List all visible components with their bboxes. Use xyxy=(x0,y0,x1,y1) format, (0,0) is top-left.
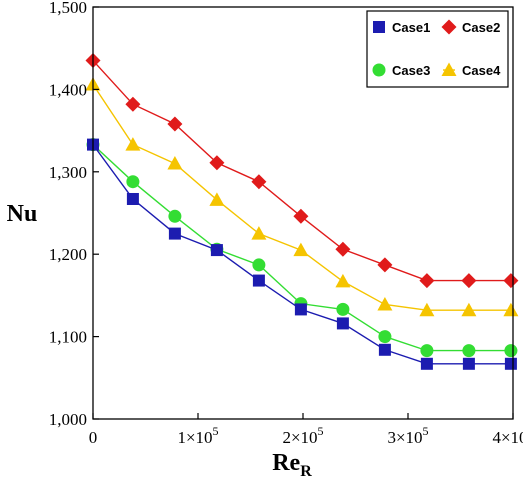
data-point-diamond xyxy=(377,257,393,273)
data-point-diamond xyxy=(503,273,519,289)
legend-marker-triangle xyxy=(441,62,457,76)
data-point-diamond xyxy=(461,273,477,289)
data-point-triangle xyxy=(209,192,225,206)
x-tick-label: 3×105 xyxy=(387,424,428,447)
data-point-triangle xyxy=(125,137,141,151)
series-case4 xyxy=(85,76,519,317)
y-tick-label: 1,200 xyxy=(49,245,87,264)
legend-label: Case1 xyxy=(392,20,430,35)
data-point-circle xyxy=(126,175,140,189)
legend-label: Case4 xyxy=(462,63,501,78)
data-point-triangle xyxy=(293,242,309,257)
y-tick-label: 1,300 xyxy=(49,163,87,182)
legend-box xyxy=(366,10,509,88)
x-tick-label-base: 3×10 xyxy=(387,428,422,447)
x-tick-label: 4×105 xyxy=(492,424,523,447)
legend-marker-circle xyxy=(372,63,386,77)
x-tick-label-exponent: 5 xyxy=(213,424,219,438)
data-point-triangle xyxy=(461,302,477,317)
data-point-square xyxy=(462,357,475,370)
data-point-square xyxy=(252,274,265,287)
data-point-circle xyxy=(336,302,350,316)
y-tick-label: 1,500 xyxy=(49,0,87,17)
y-tick-label: 1,000 xyxy=(49,410,87,429)
data-point-diamond xyxy=(419,273,435,289)
legend-label: Case3 xyxy=(392,63,430,78)
legend-marker-square xyxy=(373,21,385,33)
y-tick-label: 1,400 xyxy=(49,80,87,99)
x-axis-title-subscript: R xyxy=(300,463,312,480)
data-point-diamond xyxy=(167,116,183,132)
x-tick-label: 0 xyxy=(89,428,98,447)
data-point-diamond xyxy=(251,174,267,190)
x-tick-label: 2×105 xyxy=(282,424,323,447)
data-point-triangle xyxy=(251,226,267,240)
x-tick-label-base: 1×10 xyxy=(177,428,212,447)
x-axis-title: ReR xyxy=(272,450,312,480)
legend-item-case1: Case1 xyxy=(373,20,430,35)
series-case1 xyxy=(87,138,517,370)
x-axis-title-main: Re xyxy=(272,450,300,476)
data-point-diamond xyxy=(293,208,309,224)
data-point-diamond xyxy=(335,241,351,257)
data-point-circle xyxy=(462,344,476,358)
data-point-square xyxy=(420,357,433,370)
x-tick-label-base: 0 xyxy=(89,428,98,447)
data-point-square xyxy=(168,227,181,240)
legend: Case1 Case2 Case3 Case4 xyxy=(366,10,509,88)
data-point-square xyxy=(336,317,349,330)
data-point-triangle xyxy=(377,296,393,311)
data-point-circle xyxy=(168,209,182,223)
legend-label: Case2 xyxy=(462,20,500,35)
data-point-square xyxy=(210,244,223,257)
x-tick-label-base: 4×10 xyxy=(492,428,523,447)
data-point-triangle xyxy=(503,302,519,317)
y-axis-title: Nu xyxy=(7,201,38,227)
legend-item-case2: Case2 xyxy=(441,19,500,35)
data-point-diamond xyxy=(125,96,141,112)
x-tick-label-exponent: 5 xyxy=(423,424,429,438)
y-tick-label: 1,100 xyxy=(49,328,87,347)
legend-item-case4: Case4 xyxy=(441,62,501,78)
data-point-square xyxy=(504,357,517,370)
data-point-square xyxy=(294,303,307,316)
data-point-circle xyxy=(378,330,392,344)
series-line xyxy=(92,84,511,311)
plot-marks xyxy=(85,53,519,370)
data-point-circle xyxy=(252,258,266,272)
legend-marker-diamond xyxy=(441,19,457,35)
x-tick-label: 1×105 xyxy=(177,424,218,447)
data-point-triangle xyxy=(335,273,351,288)
x-tick-label-base: 2×10 xyxy=(282,428,317,447)
data-point-square xyxy=(126,192,139,205)
x-tick-label-exponent: 5 xyxy=(318,424,324,438)
data-point-triangle xyxy=(167,156,183,170)
data-point-circle xyxy=(504,344,518,358)
data-point-triangle xyxy=(419,302,435,317)
legend-item-case3: Case3 xyxy=(372,63,430,78)
data-point-circle xyxy=(420,344,434,358)
data-point-square xyxy=(378,343,391,356)
data-point-diamond xyxy=(209,155,225,171)
